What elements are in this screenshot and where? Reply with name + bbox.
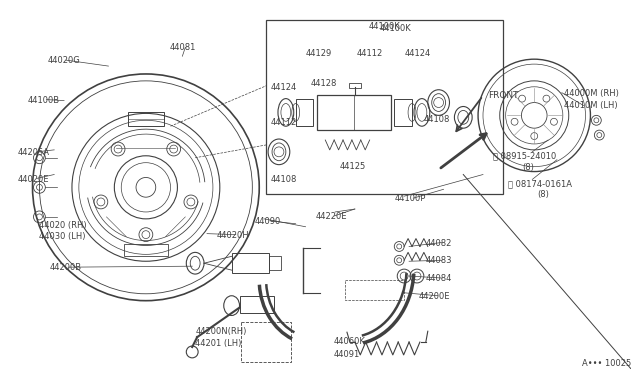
Text: 44084: 44084 (426, 274, 452, 283)
Text: 44100K: 44100K (380, 24, 412, 33)
Text: 44124: 44124 (404, 49, 430, 58)
Text: 44112: 44112 (357, 49, 383, 58)
Text: 44108: 44108 (424, 115, 450, 124)
Text: 44060K: 44060K (333, 337, 365, 346)
Bar (239, 296, 274, 314)
Bar (269, 256, 281, 270)
Bar (349, 83, 361, 88)
Text: 44108: 44108 (271, 174, 298, 183)
Text: 44125: 44125 (340, 162, 366, 171)
Text: 44000M (RH): 44000M (RH) (564, 89, 619, 98)
Text: 44112: 44112 (271, 118, 298, 127)
Text: 44200B: 44200B (49, 263, 81, 272)
Text: 44129: 44129 (305, 49, 332, 58)
Text: A••• 10025: A••• 10025 (582, 359, 631, 368)
Text: 44020H: 44020H (217, 231, 250, 240)
Text: 44010M (LH): 44010M (LH) (564, 100, 618, 110)
Bar (241, 323, 291, 362)
Text: 44083: 44083 (426, 256, 452, 265)
Text: 44200N(RH): 44200N(RH) (195, 327, 246, 336)
Text: FRONT: FRONT (488, 91, 518, 100)
Text: 44100K: 44100K (369, 22, 400, 31)
Text: 44100B: 44100B (28, 96, 60, 105)
Bar (394, 99, 412, 126)
Text: Ⓜ 08915-24010: Ⓜ 08915-24010 (493, 152, 556, 161)
Bar (296, 99, 314, 126)
Bar (124, 244, 168, 256)
Text: Ⓑ 08174-0161A: Ⓑ 08174-0161A (508, 179, 572, 189)
Text: 44100P: 44100P (394, 194, 426, 203)
Text: (8): (8) (537, 190, 549, 199)
Text: 44124: 44124 (271, 83, 298, 92)
Text: 44128: 44128 (310, 79, 337, 88)
Bar (317, 94, 391, 130)
Text: 44091: 44091 (333, 350, 360, 359)
Text: 44020 (RH): 44020 (RH) (40, 221, 87, 230)
Text: 44082: 44082 (426, 238, 452, 248)
Text: 44201 (LH): 44201 (LH) (195, 339, 241, 348)
Text: 44220E: 44220E (316, 212, 347, 221)
Text: 44020G: 44020G (47, 56, 80, 65)
Text: 44081: 44081 (170, 44, 196, 52)
Bar (266, 20, 502, 194)
Bar (345, 280, 404, 300)
Text: 44205A: 44205A (18, 148, 50, 157)
Text: 44020E: 44020E (18, 174, 49, 183)
Text: 44200E: 44200E (419, 292, 451, 301)
Bar (232, 253, 269, 273)
Bar (128, 112, 164, 126)
Text: 44030 (LH): 44030 (LH) (40, 232, 86, 241)
Text: 44090: 44090 (254, 217, 280, 226)
Text: (8): (8) (522, 163, 534, 172)
